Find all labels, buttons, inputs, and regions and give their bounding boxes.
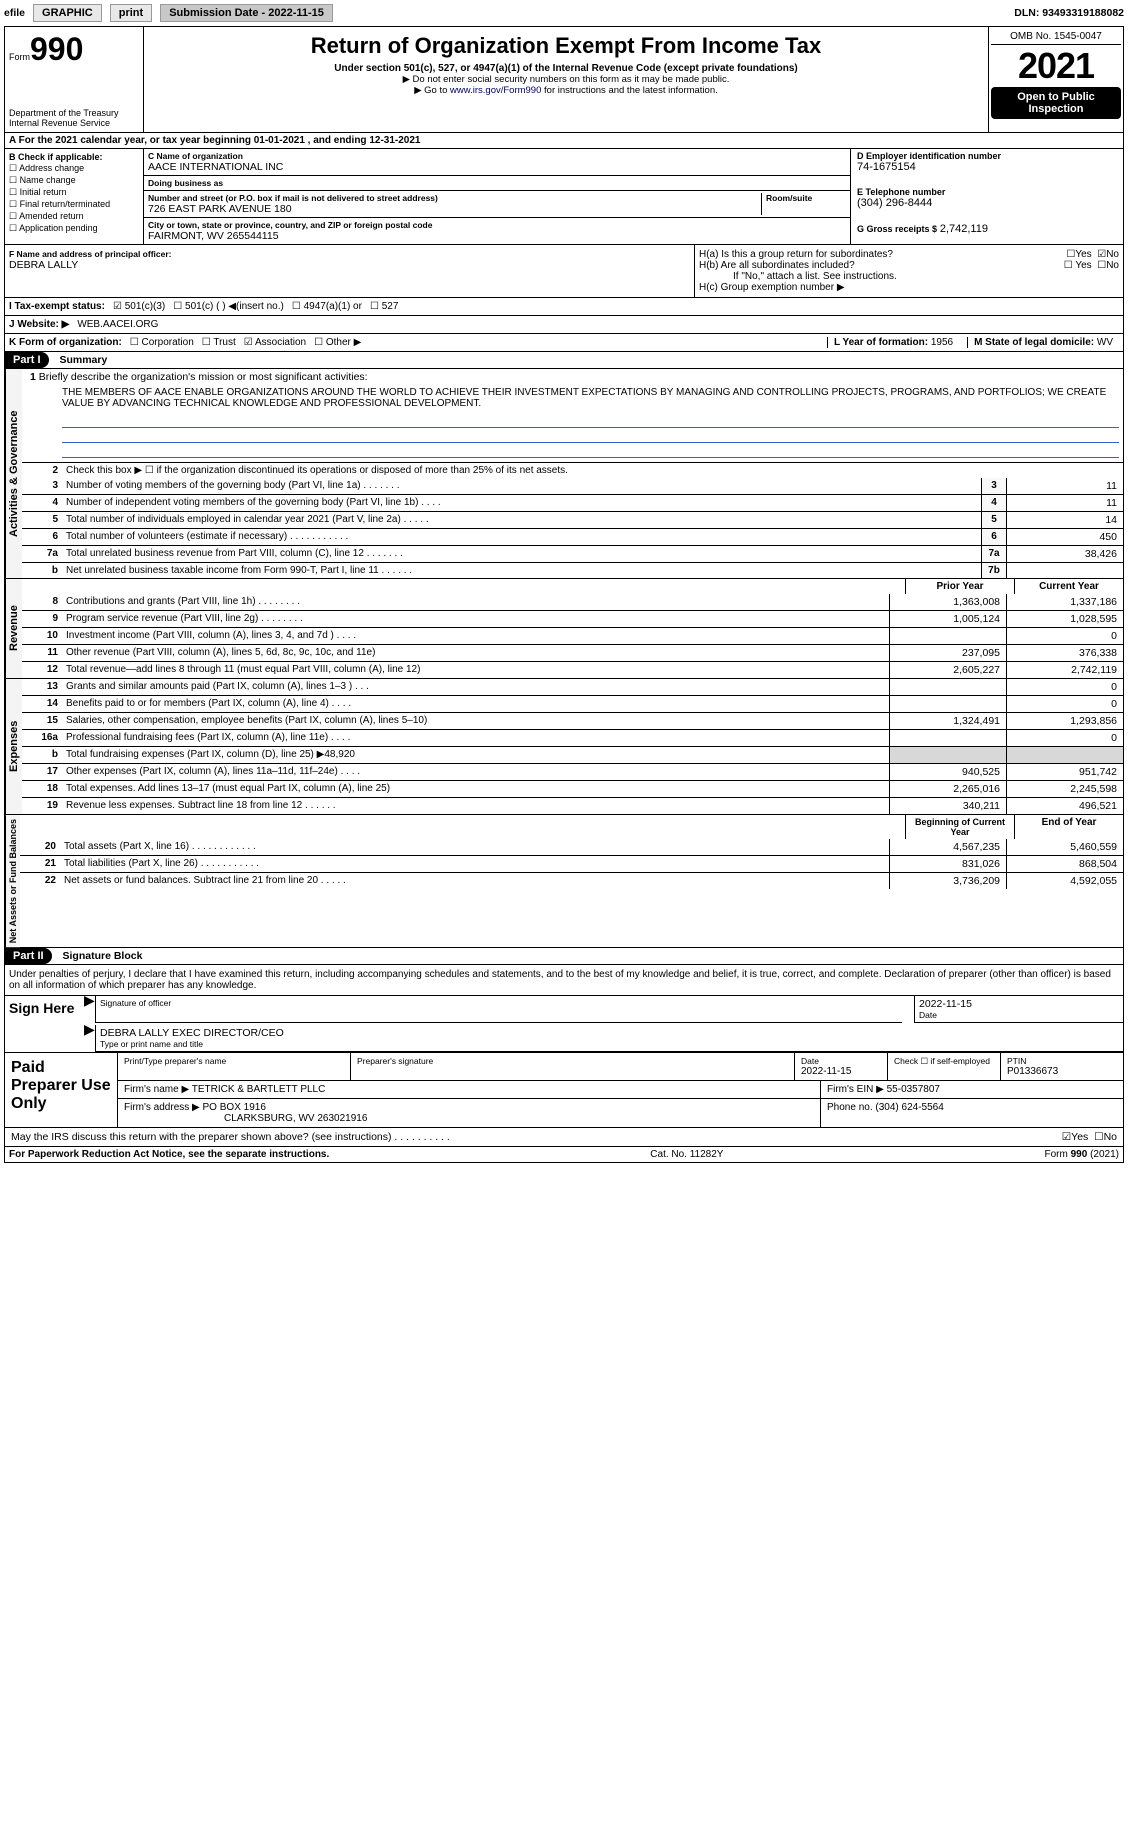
gross-receipts: 2,742,119: [940, 223, 988, 235]
link-hint: ▶ Go to www.irs.gov/Form990 for instruct…: [150, 85, 982, 96]
summary-line: 14 Benefits paid to or for members (Part…: [22, 695, 1123, 712]
tax-year: 2021: [991, 45, 1121, 87]
graphic-label: GRAPHIC: [33, 4, 102, 22]
form-id-cell: Form990 Department of the Treasury Inter…: [5, 27, 144, 132]
submission-date: Submission Date - 2022-11-15: [160, 4, 333, 22]
instructions-link[interactable]: www.irs.gov/Form990: [450, 85, 541, 96]
dln: DLN: 93493319188082: [1014, 7, 1124, 19]
summary-line: 18 Total expenses. Add lines 13–17 (must…: [22, 780, 1123, 797]
firm-name: TETRICK & BARTLETT PLLC: [192, 1084, 326, 1095]
org-name: AACE INTERNATIONAL INC: [148, 161, 846, 173]
summary-line: 15 Salaries, other compensation, employe…: [22, 712, 1123, 729]
form-title-cell: Return of Organization Exempt From Incom…: [144, 27, 989, 132]
summary-line: 9 Program service revenue (Part VIII, li…: [22, 610, 1123, 627]
irs-label: Internal Revenue Service: [9, 118, 139, 128]
period-row: A For the 2021 calendar year, or tax yea…: [5, 133, 1123, 149]
summary-line: 16a Professional fundraising fees (Part …: [22, 729, 1123, 746]
activities-governance: Activities & Governance 1 Briefly descri…: [5, 368, 1123, 578]
summary-line: 10 Investment income (Part VIII, column …: [22, 627, 1123, 644]
fh-block: F Name and address of principal officer:…: [5, 244, 1123, 297]
section-klm: K Form of organization: ☐ Corporation ☐ …: [5, 333, 1123, 351]
paid-preparer-block: Paid Preparer Use Only Print/Type prepar…: [5, 1052, 1123, 1127]
dept-label: Department of the Treasury: [9, 108, 139, 118]
summary-line: b Total fundraising expenses (Part IX, c…: [22, 746, 1123, 763]
summary-line: 21 Total liabilities (Part X, line 26) .…: [20, 855, 1123, 872]
open-to-public: Open to Public Inspection: [991, 87, 1121, 119]
mission-text: THE MEMBERS OF AACE ENABLE ORGANIZATIONS…: [22, 385, 1123, 411]
summary-line: 22 Net assets or fund balances. Subtract…: [20, 872, 1123, 889]
ein: 74-1675154: [857, 161, 1117, 173]
summary-line: 6 Total number of volunteers (estimate i…: [22, 528, 1123, 545]
ssn-hint: ▶ Do not enter social security numbers o…: [150, 74, 982, 85]
summary-line: 8 Contributions and grants (Part VIII, l…: [22, 594, 1123, 610]
summary-line: 4 Number of independent voting members o…: [22, 494, 1123, 511]
summary-line: 7a Total unrelated business revenue from…: [22, 545, 1123, 562]
form-title: Return of Organization Exempt From Incom…: [150, 33, 982, 59]
website: WEB.AACEI.ORG: [77, 319, 158, 330]
street: 726 EAST PARK AVENUE 180: [148, 203, 761, 215]
section-b: B Check if applicable: ☐ Address change …: [5, 149, 144, 244]
form-subtitle: Under section 501(c), 527, or 4947(a)(1)…: [150, 63, 982, 74]
entity-block: B Check if applicable: ☐ Address change …: [5, 149, 1123, 244]
officer-name: DEBRA LALLY EXEC DIRECTOR/CEO: [100, 1027, 1119, 1039]
revenue-block: Revenue Prior Year Current Year 8 Contri…: [5, 578, 1123, 678]
sign-here-block: Sign Here ▶ Signature of officer 2022-11…: [5, 995, 1123, 1052]
section-deg: D Employer identification number 74-1675…: [851, 149, 1123, 244]
summary-line: 13 Grants and similar amounts paid (Part…: [22, 679, 1123, 695]
summary-line: 3 Number of voting members of the govern…: [22, 478, 1123, 494]
part1-header: Part I Summary: [5, 351, 1123, 368]
perjury-declaration: Under penalties of perjury, I declare th…: [5, 964, 1123, 995]
principal-officer: DEBRA LALLY: [9, 259, 690, 271]
form-header: Form990 Department of the Treasury Inter…: [5, 27, 1123, 133]
expenses-block: Expenses 13 Grants and similar amounts p…: [5, 678, 1123, 814]
discuss-row: May the IRS discuss this return with the…: [5, 1127, 1123, 1146]
summary-line: 11 Other revenue (Part VIII, column (A),…: [22, 644, 1123, 661]
summary-line: 12 Total revenue—add lines 8 through 11 …: [22, 661, 1123, 678]
omb: OMB No. 1545-0047: [991, 29, 1121, 45]
netassets-block: Net Assets or Fund Balances Beginning of…: [5, 814, 1123, 947]
phone: (304) 296-8444: [857, 197, 1117, 209]
city: FAIRMONT, WV 265544115: [148, 230, 846, 242]
summary-line: 5 Total number of individuals employed i…: [22, 511, 1123, 528]
section-j: J Website: ▶ WEB.AACEI.ORG: [5, 315, 1123, 333]
summary-line: 17 Other expenses (Part IX, column (A), …: [22, 763, 1123, 780]
summary-line: 20 Total assets (Part X, line 16) . . . …: [20, 839, 1123, 855]
print-button[interactable]: print: [110, 4, 152, 22]
form-footer: For Paperwork Reduction Act Notice, see …: [5, 1146, 1123, 1162]
efile-prefix: efile: [4, 7, 25, 19]
year-cell: OMB No. 1545-0047 2021 Open to Public In…: [989, 27, 1123, 132]
form-container: Form990 Department of the Treasury Inter…: [4, 26, 1124, 1163]
summary-line: 19 Revenue less expenses. Subtract line …: [22, 797, 1123, 814]
part2-header: Part II Signature Block: [5, 947, 1123, 964]
top-meta-bar: efile GRAPHIC print Submission Date - 20…: [4, 4, 1124, 22]
section-i: I Tax-exempt status: ☑ 501(c)(3) ☐ 501(c…: [5, 297, 1123, 315]
summary-line: b Net unrelated business taxable income …: [22, 562, 1123, 578]
section-c: C Name of organization AACE INTERNATIONA…: [144, 149, 851, 244]
